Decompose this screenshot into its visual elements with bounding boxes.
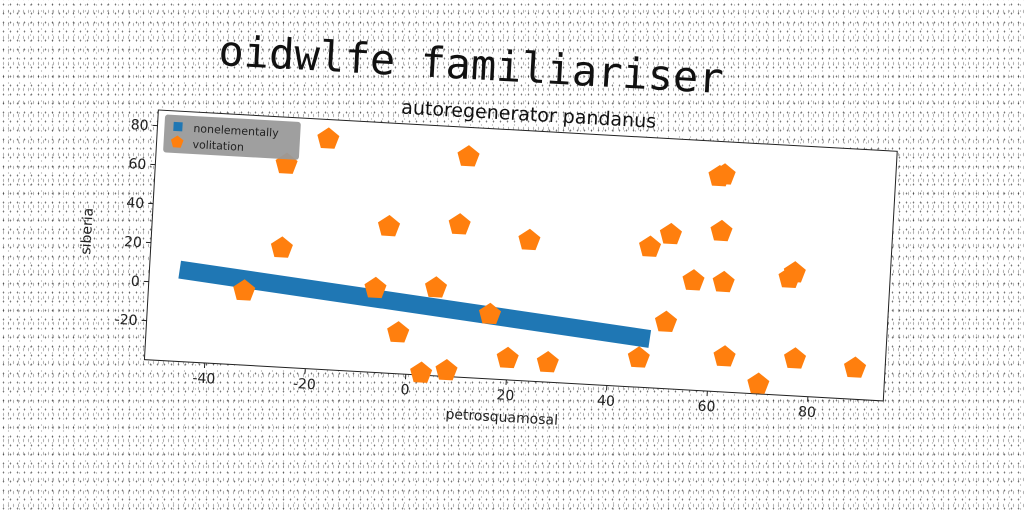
scatter-point-volitation [654, 310, 678, 333]
scatter-point-volitation [639, 235, 662, 257]
x-axis-label: petrosquamosal [445, 407, 558, 429]
scatter-point-volitation [233, 279, 256, 301]
scatter-point-volitation [712, 270, 735, 293]
scatter-point-volitation [747, 372, 770, 394]
legend-swatch-volitation [170, 135, 184, 148]
series-line-nonelementally [178, 260, 652, 348]
scatter-point-volitation [518, 228, 541, 251]
x-tick-label: 0 [400, 382, 410, 398]
scatter-point-volitation [713, 163, 736, 185]
scatter-point-volitation [425, 276, 448, 298]
legend-background [163, 114, 301, 160]
x-tick-label: -40 [192, 370, 216, 387]
plot-frame [143, 109, 898, 402]
y-tick-label: 0 [130, 274, 140, 290]
scatter-point-volitation [410, 361, 433, 383]
scatter-point-volitation [713, 345, 736, 367]
y-axis-label: siberia [78, 207, 97, 255]
y-tick-label: -20 [114, 312, 138, 329]
x-tick-label: 60 [697, 399, 716, 416]
x-tick-label: -20 [293, 376, 317, 393]
y-tick-label: 60 [128, 156, 147, 173]
scatter-point-volitation [659, 222, 683, 245]
scatter-point-volitation [479, 302, 502, 325]
scatter-point-volitation [536, 351, 559, 373]
scatter-point-volitation [783, 261, 806, 283]
scatter-point-volitation [377, 214, 401, 237]
legend-label-nonelementally: nonelementally [193, 122, 279, 140]
x-tick-label: 40 [597, 393, 616, 410]
scatter-point-volitation [387, 321, 410, 343]
legend: nonelementally volitation [163, 114, 301, 160]
scatter-point-volitation [496, 346, 519, 369]
y-tick-label: 80 [130, 117, 149, 134]
scatter-point-volitation [682, 269, 705, 291]
scatter-point-volitation [843, 356, 867, 378]
legend-label-volitation: volitation [192, 138, 244, 154]
scatter-point-volitation [435, 358, 458, 381]
scatter-point-volitation [448, 213, 471, 235]
scatter-point-volitation [784, 347, 807, 369]
scatter-point-volitation [457, 145, 480, 167]
scatter-point-volitation [364, 276, 387, 299]
series-layer [178, 127, 867, 394]
scatter-point-volitation [627, 346, 650, 368]
ticks: -40 -20 0 20 40 60 80 -20 0 20 40 60 80 [114, 117, 817, 421]
scatter-point-volitation [270, 236, 293, 258]
scatter-point-volitation [317, 127, 340, 149]
scatter-point-volitation [710, 219, 733, 242]
x-tick-label: 80 [798, 404, 817, 421]
y-tick-label: 20 [124, 234, 143, 251]
legend-swatch-nonelementally [173, 121, 183, 132]
y-tick-label: 40 [126, 195, 145, 212]
x-tick-label: 20 [496, 387, 515, 404]
